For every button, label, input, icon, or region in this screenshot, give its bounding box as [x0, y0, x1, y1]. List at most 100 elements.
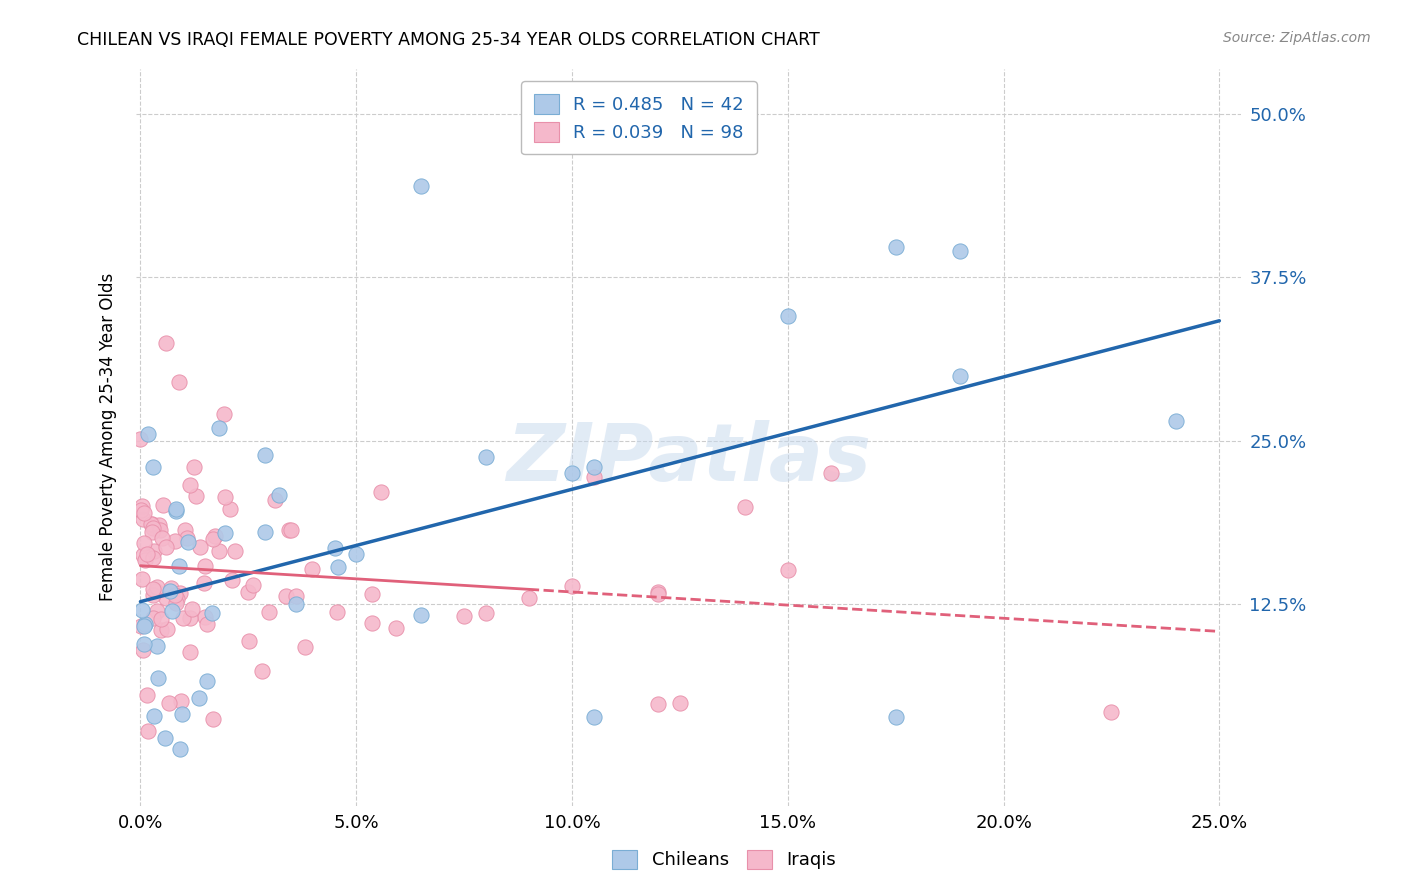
- Point: [208, 421, 231, 435]
- Point: [194, 609, 217, 624]
- Point: [280, 523, 302, 537]
- Point: [669, 697, 692, 711]
- Point: [167, 559, 190, 574]
- Point: [180, 602, 202, 616]
- Point: [166, 591, 188, 606]
- Point: [155, 591, 177, 606]
- Point: [148, 517, 170, 532]
- Point: [214, 407, 236, 421]
- Point: [132, 506, 155, 520]
- Point: [143, 543, 166, 558]
- Point: [257, 605, 280, 619]
- Point: [253, 525, 276, 540]
- Point: [149, 624, 172, 638]
- Point: [188, 541, 211, 555]
- Point: [142, 589, 165, 603]
- Point: [582, 470, 605, 484]
- Point: [949, 368, 972, 383]
- Point: [1166, 414, 1188, 428]
- Point: [136, 547, 159, 561]
- Point: [145, 639, 167, 653]
- Point: [582, 710, 605, 724]
- Point: [294, 640, 316, 655]
- Point: [163, 588, 186, 602]
- Point: [224, 544, 246, 558]
- Point: [156, 622, 179, 636]
- Point: [582, 460, 605, 475]
- Point: [344, 547, 367, 561]
- Point: [561, 579, 583, 593]
- Point: [170, 707, 193, 722]
- Point: [326, 559, 349, 574]
- Point: [169, 742, 191, 756]
- Y-axis label: Female Poverty Among 25-34 Year Olds: Female Poverty Among 25-34 Year Olds: [100, 273, 117, 601]
- Point: [136, 426, 159, 441]
- Point: [208, 543, 231, 558]
- Point: [155, 540, 177, 554]
- Point: [160, 581, 183, 595]
- Point: [131, 499, 153, 513]
- Point: [129, 502, 152, 516]
- Point: [474, 450, 496, 464]
- Point: [214, 490, 236, 504]
- Point: [409, 608, 432, 623]
- Point: [129, 619, 152, 633]
- Point: [152, 498, 174, 512]
- Legend: R = 0.485   N = 42, R = 0.039   N = 98: R = 0.485 N = 42, R = 0.039 N = 98: [522, 81, 756, 154]
- Legend: Chileans, Iraqis: Chileans, Iraqis: [603, 840, 845, 879]
- Point: [183, 460, 205, 475]
- Point: [214, 526, 236, 541]
- Point: [177, 535, 200, 549]
- Point: [267, 488, 290, 502]
- Point: [165, 502, 187, 516]
- Point: [360, 616, 382, 631]
- Point: [143, 708, 166, 723]
- Point: [142, 459, 165, 474]
- Point: [170, 694, 193, 708]
- Point: [134, 616, 156, 631]
- Point: [141, 516, 163, 531]
- Point: [238, 584, 260, 599]
- Point: [1101, 705, 1123, 719]
- Point: [561, 467, 583, 481]
- Point: [146, 580, 169, 594]
- Point: [242, 578, 264, 592]
- Point: [253, 448, 276, 462]
- Point: [238, 634, 260, 648]
- Point: [326, 605, 349, 619]
- Point: [193, 576, 215, 591]
- Point: [194, 559, 217, 574]
- Point: [370, 484, 392, 499]
- Point: [129, 432, 152, 446]
- Point: [218, 502, 240, 516]
- Point: [169, 586, 191, 600]
- Point: [647, 698, 669, 712]
- Point: [172, 611, 194, 625]
- Point: [252, 664, 274, 678]
- Point: [132, 549, 155, 563]
- Point: [409, 179, 432, 194]
- Point: [146, 671, 169, 685]
- Point: [201, 606, 224, 620]
- Point: [278, 524, 301, 538]
- Point: [647, 585, 669, 599]
- Point: [157, 696, 180, 710]
- Point: [176, 531, 198, 545]
- Point: [131, 573, 153, 587]
- Point: [284, 590, 307, 604]
- Point: [820, 467, 842, 481]
- Point: [201, 533, 224, 547]
- Point: [201, 712, 224, 726]
- Point: [361, 587, 384, 601]
- Point: [159, 584, 181, 599]
- Point: [188, 690, 211, 705]
- Point: [284, 597, 307, 611]
- Point: [146, 604, 169, 618]
- Point: [776, 563, 799, 577]
- Point: [179, 477, 201, 491]
- Point: [141, 524, 163, 539]
- Text: CHILEAN VS IRAQI FEMALE POVERTY AMONG 25-34 YEAR OLDS CORRELATION CHART: CHILEAN VS IRAQI FEMALE POVERTY AMONG 25…: [77, 31, 820, 49]
- Point: [131, 603, 153, 617]
- Point: [949, 244, 972, 259]
- Point: [884, 240, 907, 254]
